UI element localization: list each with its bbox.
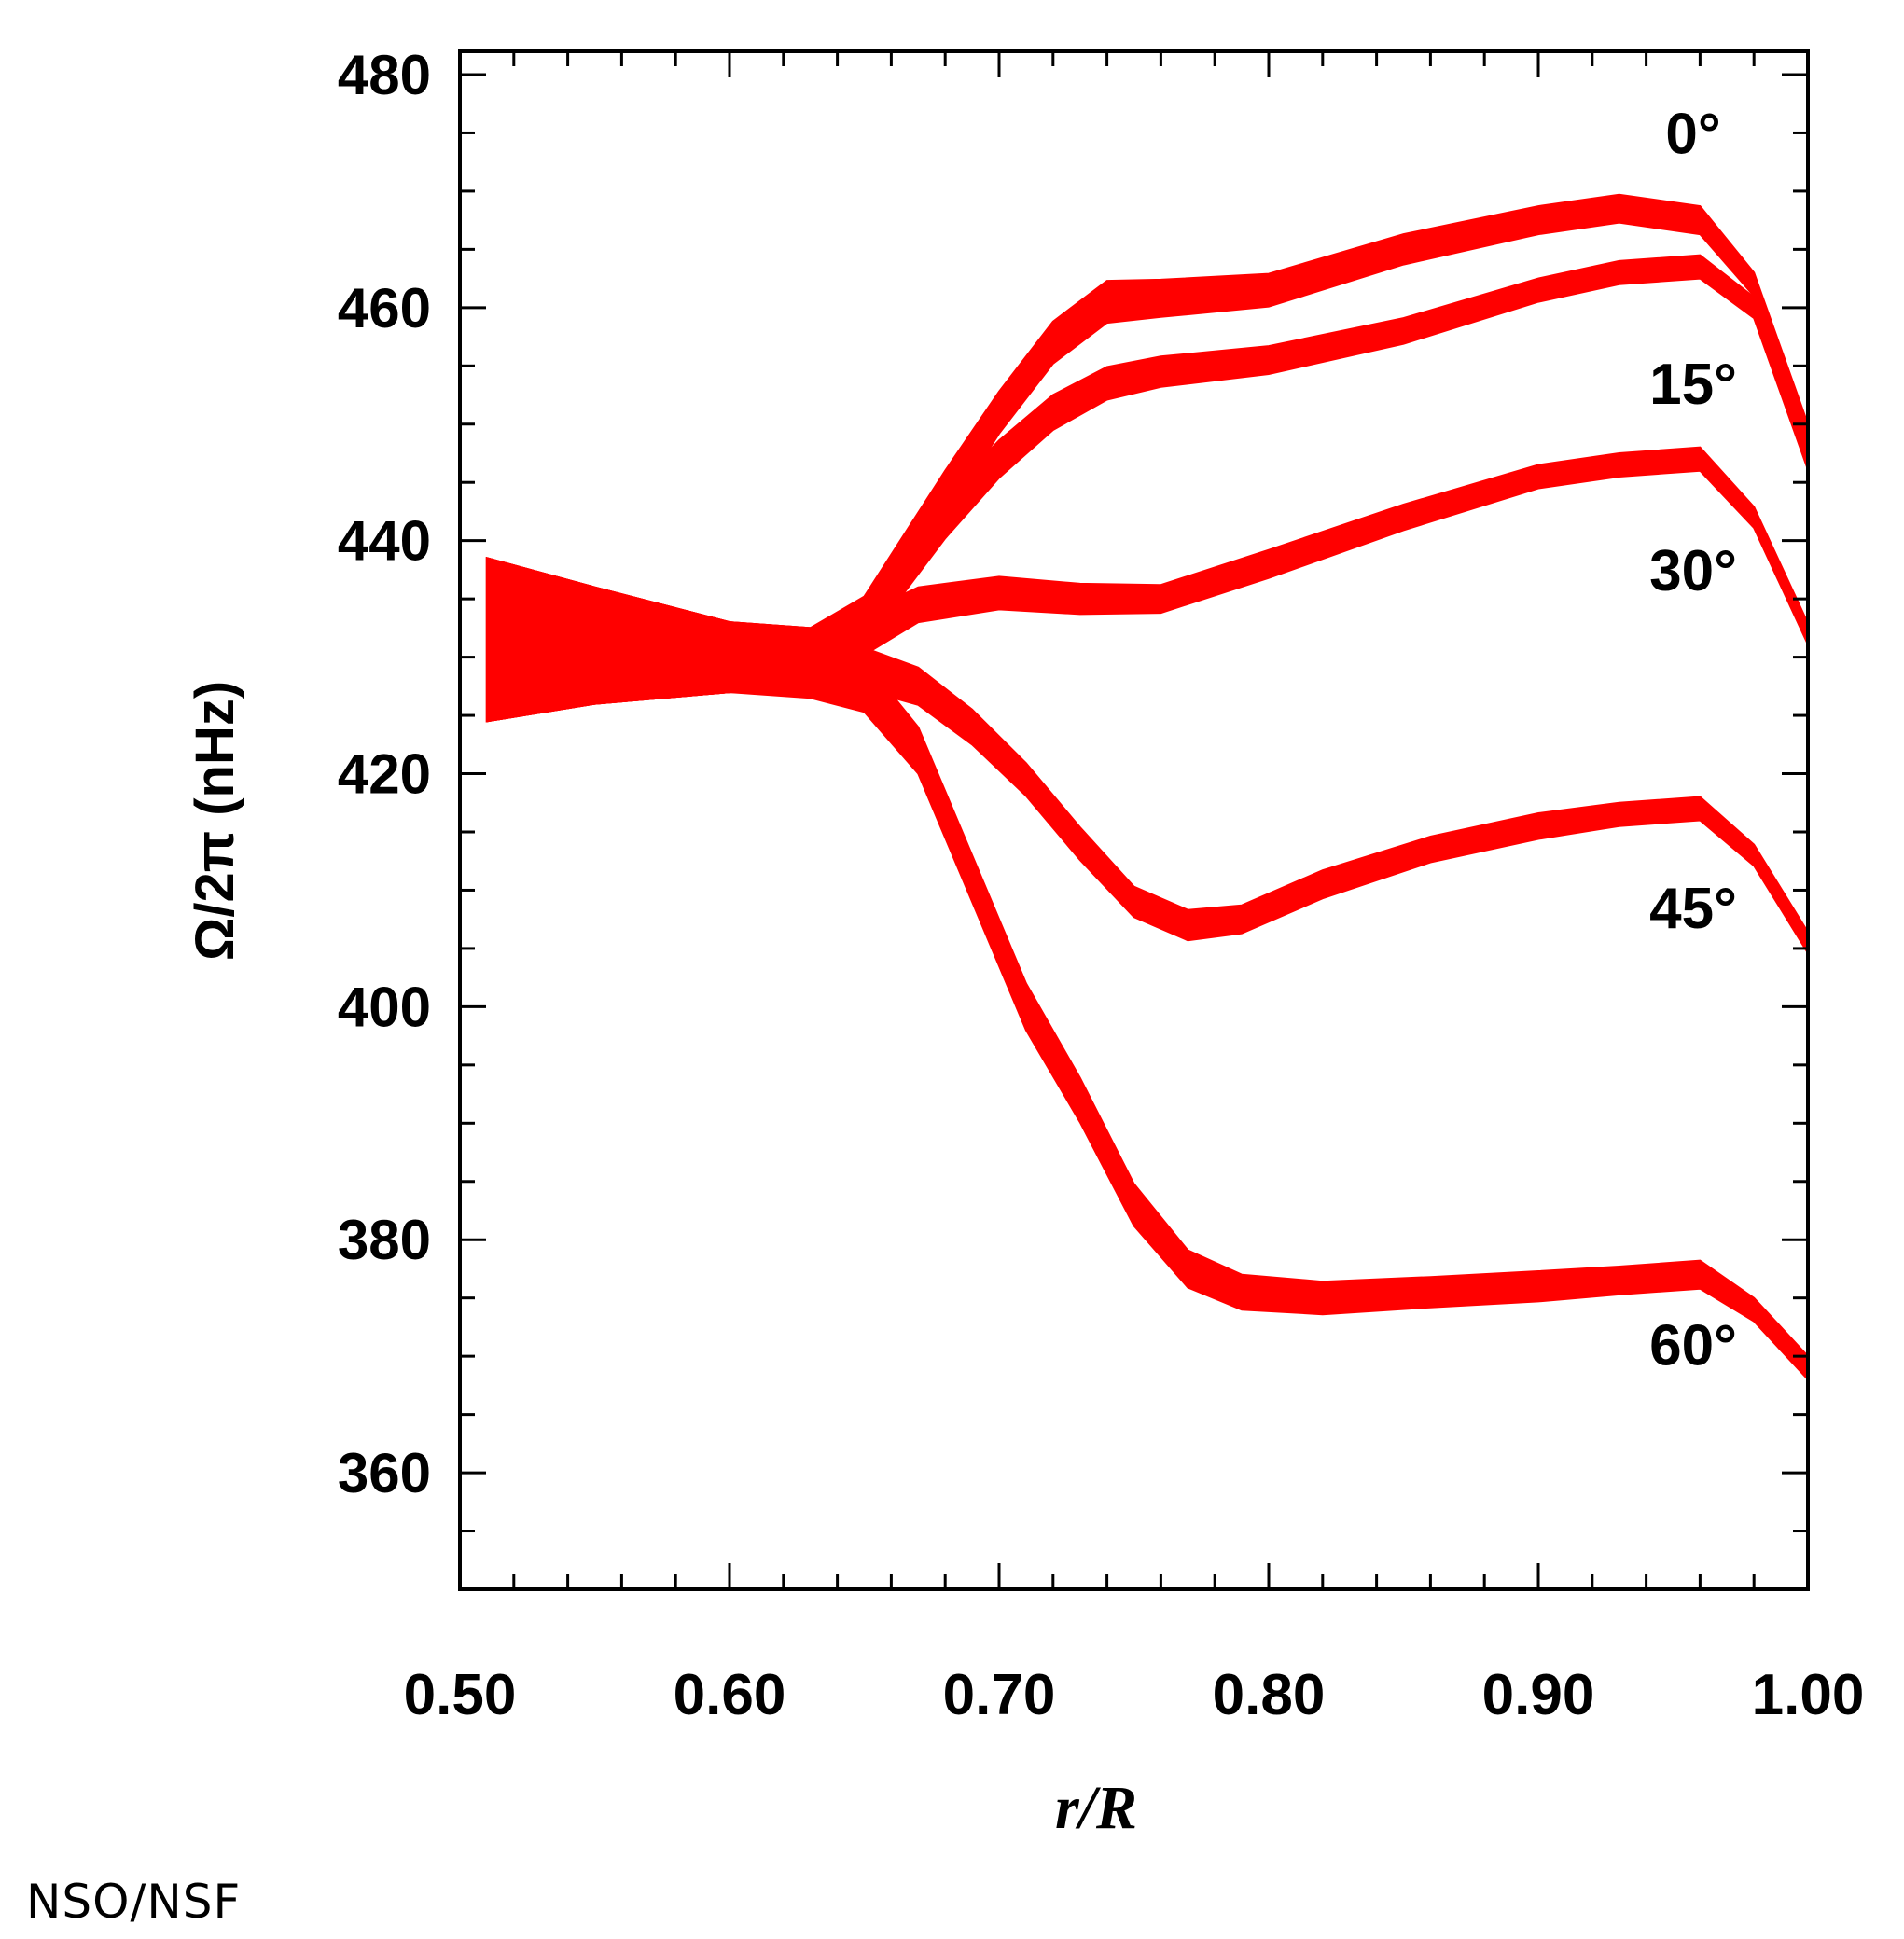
y-tick-label: 360 [338,1442,431,1504]
series-band-4 [485,557,1809,1382]
credit-text: NSO/NSF [26,1875,242,1929]
series-bands [485,193,1809,1382]
series-label: 15° [1649,353,1737,417]
series-label: 30° [1649,539,1737,603]
y-tick-label: 460 [338,277,431,339]
series-label: 45° [1649,877,1737,941]
y-tick-label: 440 [338,510,431,573]
x-tick-labels: 0.50 0.60 0.70 0.80 0.90 1.00 [404,1663,1865,1727]
series-label: 60° [1649,1314,1737,1378]
x-axis-label: r/R [1055,1774,1137,1842]
x-tick-label: 1.00 [1752,1663,1865,1727]
y-tick-label: 420 [338,743,431,806]
x-tick-label: 0.70 [943,1663,1056,1727]
series-label: 0° [1665,102,1720,166]
axis-ticks [458,51,1810,1589]
y-tick-label: 400 [338,976,431,1038]
plot-frame [458,49,1810,1591]
x-tick-label: 0.50 [404,1663,517,1727]
series-labels: 0° 15° 30° 45° 60° [1649,102,1737,1378]
y-axis-label: Ω/2π (nHz) [185,681,245,961]
y-tick-label: 480 [338,44,431,106]
y-tick-labels: 360 380 400 420 440 460 480 [338,44,431,1504]
x-tick-label: 0.60 [674,1663,786,1727]
x-tick-label: 0.80 [1213,1663,1326,1727]
y-tick-label: 380 [338,1209,431,1271]
x-tick-label: 0.90 [1482,1663,1595,1727]
